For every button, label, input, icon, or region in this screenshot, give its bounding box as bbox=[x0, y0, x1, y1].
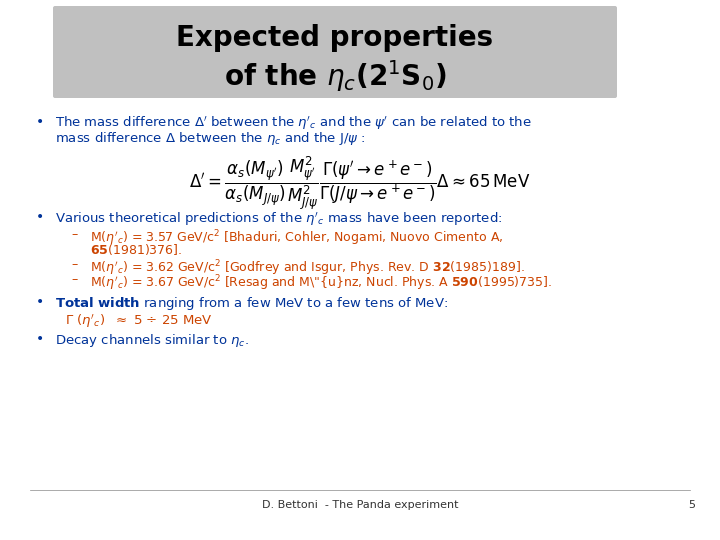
Text: Various theoretical predictions of the $\eta'_c$ mass have been reported:: Various theoretical predictions of the $… bbox=[55, 210, 503, 227]
Text: •: • bbox=[36, 115, 44, 129]
Text: mass difference $\Delta$ between the $\eta_c$ and the J/$\psi$ :: mass difference $\Delta$ between the $\e… bbox=[55, 130, 365, 147]
Text: M($\eta'_c$) = 3.62 GeV/c$^2$ [Godfrey and Isgur, Phys. Rev. D $\mathbf{32}$(198: M($\eta'_c$) = 3.62 GeV/c$^2$ [Godfrey a… bbox=[90, 258, 525, 278]
Text: –: – bbox=[72, 228, 78, 241]
Text: $\mathbf{Total\ width}$ ranging from a few MeV to a few tens of MeV:: $\mathbf{Total\ width}$ ranging from a f… bbox=[55, 295, 448, 312]
Text: –: – bbox=[72, 273, 78, 286]
Text: of the $\eta_c$(2$^1$S$_0$): of the $\eta_c$(2$^1$S$_0$) bbox=[224, 58, 446, 94]
Text: $\mathbf{65}$(1981)376].: $\mathbf{65}$(1981)376]. bbox=[90, 242, 182, 257]
FancyBboxPatch shape bbox=[53, 6, 617, 98]
Text: Decay channels similar to $\eta_c$.: Decay channels similar to $\eta_c$. bbox=[55, 332, 249, 349]
Text: M($\eta'_c$) = 3.57 GeV/c$^2$ [Bhaduri, Cohler, Nogami, Nuovo Cimento A,: M($\eta'_c$) = 3.57 GeV/c$^2$ [Bhaduri, … bbox=[90, 228, 503, 248]
Text: –: – bbox=[72, 258, 78, 271]
Text: •: • bbox=[36, 210, 44, 224]
Text: M($\eta'_c$) = 3.67 GeV/c$^2$ [Resag and M\"{u}nz, Nucl. Phys. A $\mathbf{590}$(: M($\eta'_c$) = 3.67 GeV/c$^2$ [Resag and… bbox=[90, 273, 552, 293]
Text: D. Bettoni  - The Panda experiment: D. Bettoni - The Panda experiment bbox=[262, 500, 458, 510]
Text: $\Delta' = \dfrac{\alpha_s(M_{\psi'})}{\alpha_s(M_{J/\psi})} \dfrac{M^2_{\psi'}}: $\Delta' = \dfrac{\alpha_s(M_{\psi'})}{\… bbox=[189, 155, 531, 212]
Text: Expected properties: Expected properties bbox=[176, 24, 494, 52]
Text: The mass difference $\Delta'$ between the $\eta'_c$ and the $\psi'$ can be relat: The mass difference $\Delta'$ between th… bbox=[55, 115, 532, 132]
Text: $\Gamma$ ($\eta'_c$)  $\approx$ 5 $\div$ 25 MeV: $\Gamma$ ($\eta'_c$) $\approx$ 5 $\div$ … bbox=[65, 312, 213, 329]
Text: •: • bbox=[36, 295, 44, 309]
Text: 5: 5 bbox=[688, 500, 695, 510]
Text: •: • bbox=[36, 332, 44, 346]
